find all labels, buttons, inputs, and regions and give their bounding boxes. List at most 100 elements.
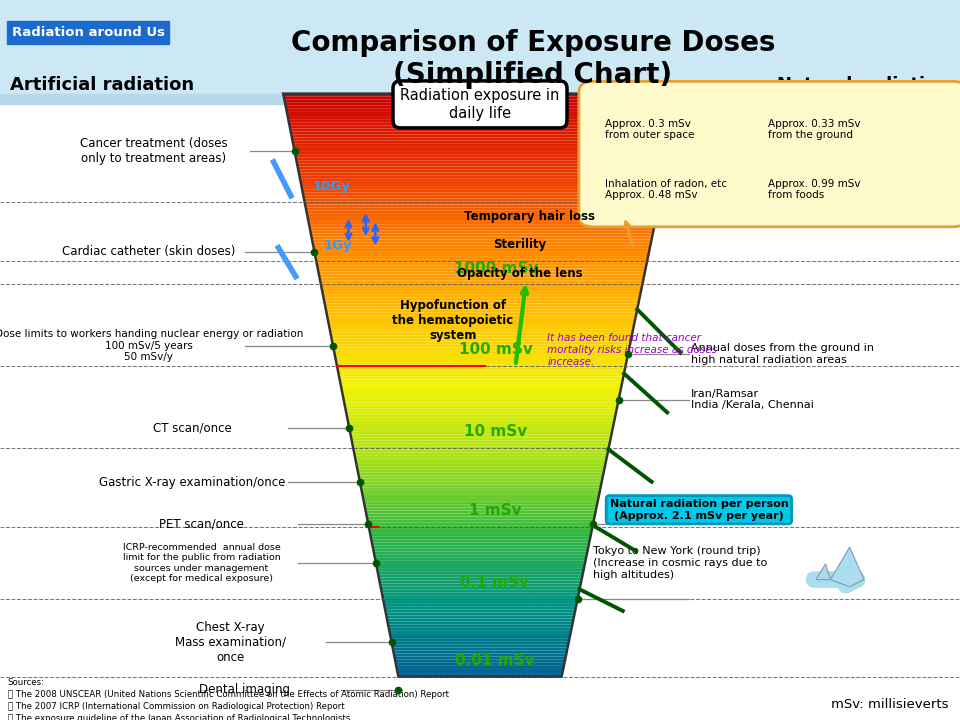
Polygon shape [386, 613, 575, 616]
Polygon shape [339, 374, 624, 377]
Polygon shape [356, 464, 606, 467]
Polygon shape [314, 248, 650, 251]
Text: Cardiac catheter (skin doses): Cardiac catheter (skin doses) [62, 246, 235, 258]
Polygon shape [393, 648, 567, 651]
Polygon shape [289, 122, 676, 126]
Polygon shape [362, 493, 599, 496]
Polygon shape [287, 114, 678, 117]
Polygon shape [350, 432, 612, 435]
Polygon shape [345, 402, 618, 405]
Polygon shape [288, 120, 676, 122]
Text: 1 mSv: 1 mSv [468, 503, 521, 518]
Polygon shape [384, 604, 577, 607]
Polygon shape [388, 621, 573, 624]
Polygon shape [374, 557, 587, 560]
Text: Dose limits to workers handing nuclear energy or radiation
100 mSv/5 years
50 mS: Dose limits to workers handing nuclear e… [0, 329, 303, 362]
Text: Sources:
・ The 2008 UNSCEAR (United Nations Scientific Committee on the Effects : Sources: ・ The 2008 UNSCEAR (United Nati… [8, 678, 448, 720]
Polygon shape [350, 435, 612, 438]
Text: 0.1 mSv: 0.1 mSv [460, 575, 529, 590]
Polygon shape [361, 487, 601, 490]
Polygon shape [340, 382, 622, 385]
Polygon shape [346, 411, 616, 415]
Polygon shape [368, 519, 594, 522]
Polygon shape [345, 405, 617, 408]
Text: Sterility: Sterility [493, 238, 547, 251]
Polygon shape [397, 674, 563, 677]
Polygon shape [389, 627, 572, 630]
Polygon shape [381, 589, 580, 593]
Polygon shape [339, 377, 623, 379]
Polygon shape [297, 163, 667, 166]
Text: 10Gy: 10Gy [312, 180, 350, 193]
Polygon shape [300, 181, 663, 184]
Polygon shape [351, 441, 611, 444]
Bar [0, 0, 960, 94]
Polygon shape [315, 254, 649, 257]
Polygon shape [360, 482, 602, 485]
Polygon shape [320, 277, 644, 280]
Polygon shape [349, 429, 612, 432]
Text: Artificial radiation: Artificial radiation [10, 76, 194, 94]
Text: Hypofunction of
the hematopoietic
system: Hypofunction of the hematopoietic system [392, 299, 514, 342]
Polygon shape [394, 651, 567, 654]
Polygon shape [317, 266, 646, 269]
Polygon shape [284, 99, 681, 102]
Polygon shape [365, 505, 597, 508]
Polygon shape [348, 418, 615, 420]
Polygon shape [319, 271, 645, 274]
Polygon shape [380, 583, 581, 586]
FancyBboxPatch shape [579, 81, 960, 227]
Polygon shape [366, 513, 595, 516]
Polygon shape [294, 149, 670, 152]
Polygon shape [830, 547, 864, 587]
Polygon shape [321, 283, 642, 286]
Polygon shape [388, 624, 572, 627]
Polygon shape [364, 502, 597, 505]
Polygon shape [331, 336, 632, 338]
Polygon shape [376, 566, 585, 569]
Text: Comparison of Exposure Doses
(Simplified Chart): Comparison of Exposure Doses (Simplified… [291, 29, 775, 89]
Polygon shape [297, 161, 668, 163]
Polygon shape [395, 657, 565, 660]
Polygon shape [379, 577, 582, 580]
Polygon shape [354, 455, 607, 458]
Polygon shape [328, 324, 635, 327]
Polygon shape [306, 210, 658, 213]
Text: It has been found that cancer
mortality risks increase as doses
increase.: It has been found that cancer mortality … [547, 333, 717, 367]
Polygon shape [305, 204, 659, 207]
Text: Gastric X-ray examination/once: Gastric X-ray examination/once [99, 476, 285, 489]
Polygon shape [359, 476, 603, 479]
Polygon shape [330, 333, 633, 336]
Polygon shape [333, 347, 630, 350]
Polygon shape [318, 269, 645, 271]
Polygon shape [342, 388, 621, 391]
Polygon shape [386, 616, 574, 618]
Polygon shape [333, 344, 630, 347]
Polygon shape [396, 662, 564, 665]
Polygon shape [391, 639, 569, 642]
Polygon shape [375, 560, 586, 563]
Polygon shape [353, 446, 609, 449]
Polygon shape [365, 508, 596, 510]
Polygon shape [348, 426, 613, 429]
Polygon shape [376, 563, 585, 566]
Polygon shape [293, 143, 671, 146]
Polygon shape [325, 307, 637, 310]
Polygon shape [323, 294, 640, 298]
Polygon shape [397, 671, 563, 674]
Text: 100 mSv: 100 mSv [459, 342, 533, 357]
Text: Approx. 0.99 mSv
from foods: Approx. 0.99 mSv from foods [768, 179, 860, 200]
Polygon shape [385, 610, 575, 613]
Polygon shape [313, 243, 651, 246]
Polygon shape [356, 461, 606, 464]
Polygon shape [320, 280, 643, 283]
Polygon shape [311, 236, 652, 239]
Polygon shape [355, 458, 607, 461]
Polygon shape [383, 598, 578, 601]
Polygon shape [370, 531, 591, 534]
Text: Temporary hair loss: Temporary hair loss [465, 210, 595, 222]
Polygon shape [308, 222, 655, 225]
Polygon shape [287, 111, 678, 114]
Polygon shape [292, 138, 673, 140]
Polygon shape [301, 184, 663, 187]
